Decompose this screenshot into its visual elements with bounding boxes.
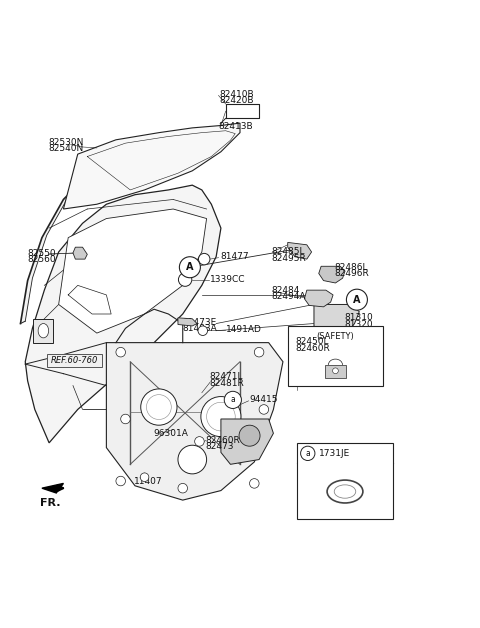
Circle shape xyxy=(116,347,125,357)
Text: 82450L: 82450L xyxy=(295,337,328,345)
Circle shape xyxy=(141,389,177,425)
Circle shape xyxy=(198,326,207,335)
Text: (SAFETY): (SAFETY) xyxy=(317,332,354,341)
Text: 96301A: 96301A xyxy=(153,429,188,438)
Text: 82484: 82484 xyxy=(271,286,300,295)
Polygon shape xyxy=(178,318,197,326)
Circle shape xyxy=(250,479,259,488)
Polygon shape xyxy=(319,266,345,283)
Circle shape xyxy=(179,273,192,286)
Polygon shape xyxy=(21,142,166,323)
Bar xyxy=(288,326,383,386)
Text: 82530N: 82530N xyxy=(48,138,84,147)
Ellipse shape xyxy=(334,485,356,498)
Text: 82494A: 82494A xyxy=(271,292,305,301)
Text: 82420B: 82420B xyxy=(219,96,253,105)
Text: A: A xyxy=(353,295,360,305)
Circle shape xyxy=(259,404,269,414)
Circle shape xyxy=(254,347,264,357)
Text: 82486L: 82486L xyxy=(335,263,368,272)
Text: 82460R: 82460R xyxy=(205,436,240,445)
Text: 82495R: 82495R xyxy=(271,254,306,263)
Text: 1491AD: 1491AD xyxy=(226,325,262,334)
Circle shape xyxy=(180,257,200,278)
Polygon shape xyxy=(288,242,312,259)
Circle shape xyxy=(224,391,241,408)
Text: 82485L: 82485L xyxy=(271,247,304,256)
Bar xyxy=(47,354,102,367)
Text: 82560: 82560 xyxy=(28,255,56,264)
Circle shape xyxy=(195,436,204,446)
Text: 81483A: 81483A xyxy=(183,324,217,333)
Polygon shape xyxy=(304,290,333,307)
Text: 81320: 81320 xyxy=(344,320,372,328)
Text: FR.: FR. xyxy=(39,498,60,507)
Text: 11407: 11407 xyxy=(134,477,163,487)
Text: 82473: 82473 xyxy=(205,442,234,451)
Polygon shape xyxy=(314,305,360,335)
Circle shape xyxy=(178,484,188,493)
Polygon shape xyxy=(63,123,240,209)
Text: 81473E: 81473E xyxy=(183,318,217,327)
Circle shape xyxy=(199,253,210,265)
Circle shape xyxy=(333,368,338,374)
Polygon shape xyxy=(25,185,221,443)
Polygon shape xyxy=(221,419,274,464)
Text: 1731JE: 1731JE xyxy=(319,449,350,458)
Polygon shape xyxy=(42,484,63,493)
Polygon shape xyxy=(107,343,283,500)
Text: 1339CC: 1339CC xyxy=(210,275,245,284)
Polygon shape xyxy=(59,209,206,333)
Ellipse shape xyxy=(327,480,363,503)
Text: 81477: 81477 xyxy=(220,252,249,261)
Circle shape xyxy=(146,394,171,420)
Circle shape xyxy=(178,445,206,474)
Text: 82481R: 82481R xyxy=(209,379,244,387)
Text: a: a xyxy=(230,396,235,404)
Circle shape xyxy=(300,446,315,460)
Circle shape xyxy=(140,473,149,482)
Bar xyxy=(325,365,346,379)
Text: REF.60-760: REF.60-760 xyxy=(50,356,98,365)
Circle shape xyxy=(201,396,241,436)
Text: 81310: 81310 xyxy=(344,313,373,322)
Ellipse shape xyxy=(38,323,48,338)
Text: 82413B: 82413B xyxy=(218,122,253,131)
Text: 82471L: 82471L xyxy=(209,372,242,381)
Text: 82410B: 82410B xyxy=(219,90,253,99)
Text: 82496R: 82496R xyxy=(335,269,369,278)
Text: A: A xyxy=(186,263,193,272)
Text: 82540N: 82540N xyxy=(48,144,84,153)
Text: 94415: 94415 xyxy=(250,396,278,404)
Text: 82460R: 82460R xyxy=(295,344,330,354)
Circle shape xyxy=(239,425,260,446)
Bar xyxy=(297,443,393,519)
Polygon shape xyxy=(73,247,87,259)
Text: a: a xyxy=(305,449,310,458)
Circle shape xyxy=(116,476,125,486)
Circle shape xyxy=(206,403,235,431)
Text: 82550: 82550 xyxy=(28,249,56,258)
Circle shape xyxy=(347,289,367,310)
Circle shape xyxy=(120,414,130,424)
Bar xyxy=(34,319,53,343)
